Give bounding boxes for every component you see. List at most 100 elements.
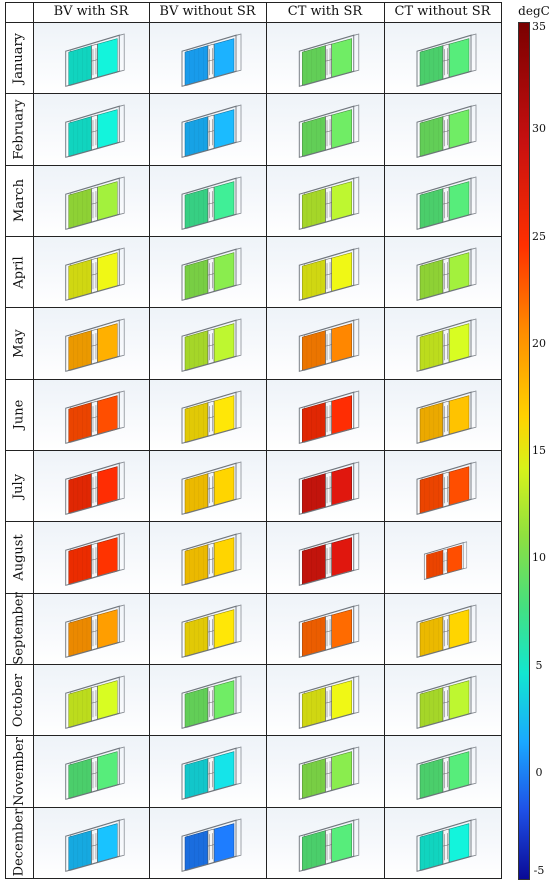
row-label: September <box>5 592 33 665</box>
grid-hline <box>5 449 502 451</box>
left-pane <box>184 330 209 371</box>
right-pane <box>331 109 352 149</box>
model-cell <box>267 236 384 308</box>
window-model <box>298 104 360 159</box>
column-header: CT without SR <box>394 4 491 19</box>
left-pane <box>184 45 209 86</box>
colorbar-tick-label: 0 <box>535 765 543 779</box>
window-model <box>298 675 360 729</box>
window-model <box>181 247 242 301</box>
row-label-text: December <box>11 808 27 877</box>
right-pane <box>448 608 470 649</box>
left-pane <box>302 116 326 157</box>
window-model <box>298 461 360 515</box>
left-pane <box>426 550 444 580</box>
right-pane <box>97 109 118 149</box>
window-model <box>423 541 468 581</box>
row-label-text: October <box>11 673 27 727</box>
model-cell <box>150 94 266 165</box>
row-label: February <box>5 94 33 164</box>
grid-hline <box>5 378 502 380</box>
right-pane <box>213 822 235 863</box>
right-pane <box>448 323 470 363</box>
model-cell <box>267 664 384 736</box>
left-pane <box>68 687 92 728</box>
right-pane <box>97 466 118 506</box>
right-pane <box>213 109 235 149</box>
model-cell <box>34 23 149 94</box>
window-model <box>65 104 125 159</box>
row-label-text: March <box>11 179 27 223</box>
window-model <box>416 604 477 658</box>
grid-vline <box>384 2 385 878</box>
window-model <box>416 390 477 444</box>
window-model <box>416 318 477 373</box>
model-cell <box>267 522 384 593</box>
window-model <box>416 818 477 872</box>
window-model <box>181 532 242 587</box>
model-cell <box>34 522 149 593</box>
right-pane <box>213 466 235 506</box>
right-pane <box>213 38 235 78</box>
model-cell <box>34 236 149 308</box>
window-model <box>65 604 125 658</box>
row-label-text: May <box>11 329 27 358</box>
model-cell <box>385 522 501 593</box>
model-cell <box>150 23 266 94</box>
row-label-text: February <box>11 99 27 160</box>
model-cell <box>385 308 501 379</box>
left-pane <box>184 544 209 585</box>
window-model <box>416 247 477 301</box>
left-pane <box>302 615 326 657</box>
right-pane <box>331 323 352 363</box>
left-pane <box>302 758 326 799</box>
row-label-text: August <box>11 534 27 581</box>
model-cell <box>267 308 384 379</box>
row-label-text: September <box>11 592 27 665</box>
right-pane <box>213 394 235 435</box>
right-pane <box>448 38 470 78</box>
model-cell <box>34 94 149 165</box>
left-pane <box>419 45 444 86</box>
right-pane <box>331 680 352 720</box>
right-pane <box>213 252 235 292</box>
row-label-text: November <box>11 737 27 806</box>
model-cell <box>267 165 384 236</box>
right-pane <box>97 751 118 791</box>
window-model <box>65 461 125 515</box>
right-pane <box>331 608 352 649</box>
window-model <box>298 604 360 658</box>
model-cell <box>267 379 384 450</box>
window-model <box>181 390 242 444</box>
left-pane <box>302 330 326 371</box>
right-pane <box>331 252 352 292</box>
column-header: BV without SR <box>159 4 256 19</box>
right-pane <box>448 466 470 506</box>
model-cell <box>150 379 266 450</box>
row-label-text: July <box>11 473 27 499</box>
window-model <box>181 176 242 230</box>
model-cell <box>385 593 501 664</box>
model-cell <box>385 664 501 736</box>
left-pane <box>184 401 209 443</box>
left-pane <box>184 829 209 871</box>
model-cell <box>34 664 149 736</box>
right-pane <box>213 751 235 791</box>
window-model <box>181 33 242 87</box>
row-label-text: June <box>11 399 27 430</box>
colorbar-tick-label: 20 <box>532 336 546 350</box>
grid-hline <box>5 663 502 665</box>
right-pane <box>97 180 118 221</box>
left-pane <box>184 116 209 157</box>
window-model <box>65 390 125 444</box>
model-cell <box>385 165 501 236</box>
right-pane <box>448 394 470 435</box>
window-model <box>298 33 360 87</box>
left-pane <box>68 758 92 799</box>
window-model <box>65 532 125 587</box>
model-cell <box>34 736 149 807</box>
left-pane <box>68 544 92 585</box>
results-grid <box>5 2 521 880</box>
model-cell <box>150 593 266 664</box>
model-cell <box>385 450 501 522</box>
